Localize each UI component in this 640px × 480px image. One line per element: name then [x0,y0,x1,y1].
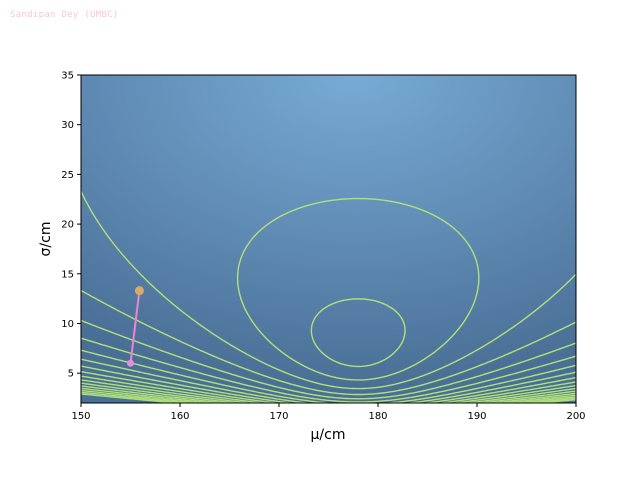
plot-background [81,75,576,403]
contour-line [81,337,576,403]
x-tick-label: 170 [269,411,288,422]
contour-line [81,379,576,403]
x-tick-label: 160 [170,411,189,422]
plot-frame [80,74,577,404]
path-line [129,290,141,364]
contour-line [81,389,576,403]
optimization-path [127,286,144,367]
y-tick-label: 15 [61,269,74,280]
contour-line [81,387,576,403]
x-axis: 150 160 170 180 190 200 [71,403,586,422]
contour-line [81,382,576,403]
y-tick-label: 30 [61,120,74,131]
y-tick-label: 5 [68,369,74,380]
x-axis-label: μ/cm [311,427,346,443]
x-tick-label: 190 [467,411,486,422]
y-tick-label: 20 [61,220,74,231]
contour-line [81,370,576,403]
contour-line [81,289,576,396]
watermark: Sandipan Dey (UMBC) [10,10,119,20]
contour-line [310,298,406,368]
contour-line [81,385,576,403]
contour-line [81,190,576,390]
y-tick-label: 10 [61,319,74,330]
y-tick-label: 35 [61,71,74,82]
contour-line [81,358,576,403]
x-tick-label: 180 [368,411,387,422]
x-tick-label: 150 [71,411,90,422]
contour-line [81,375,576,403]
y-axis-label: σ/cm [38,222,54,257]
x-tick-label: 200 [566,411,585,422]
y-axis: 5 10 15 20 25 30 35 [61,71,81,380]
path-end-marker [134,286,144,296]
contour-lines [81,190,576,403]
contour-line [236,197,480,381]
y-tick-label: 25 [61,170,74,181]
path-start-marker [127,359,134,367]
contour-line [81,365,576,403]
contour-line [81,349,576,403]
